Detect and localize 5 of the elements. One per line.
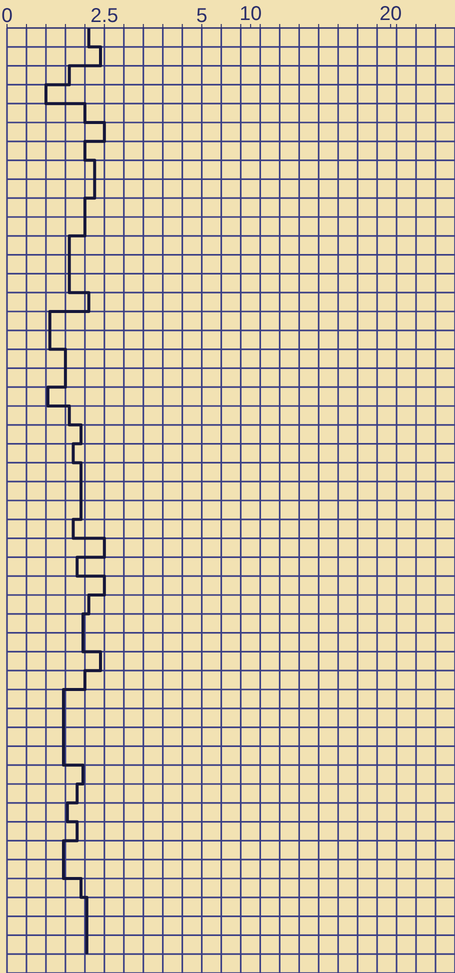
x2-tick-label: 10: [239, 3, 262, 25]
x-tick-label: 5: [196, 5, 208, 27]
x-tick-label: 2.5: [90, 5, 118, 27]
x2-tick-label: 20: [379, 3, 402, 25]
x-tick-label: 0: [1, 5, 13, 27]
